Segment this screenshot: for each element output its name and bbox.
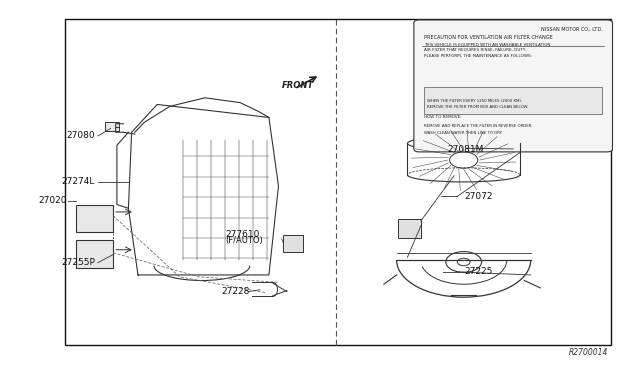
Text: AIR FILTER THAT REQUIRES RINSE, FAILURE, DUTY.: AIR FILTER THAT REQUIRES RINSE, FAILURE,… xyxy=(424,48,526,52)
Bar xyxy=(76,205,113,232)
Bar xyxy=(398,219,421,238)
Text: 27255P: 27255P xyxy=(61,258,95,267)
Text: R2700014: R2700014 xyxy=(569,347,609,356)
Text: 277610: 277610 xyxy=(225,230,260,239)
Text: 27081M: 27081M xyxy=(447,145,484,154)
Bar xyxy=(283,235,303,251)
Text: NISSAN MOTOR CO., LTD.: NISSAN MOTOR CO., LTD. xyxy=(541,27,602,32)
Text: WHEN THE FILTER EVERY 1250 MILES (2000 KM),: WHEN THE FILTER EVERY 1250 MILES (2000 K… xyxy=(427,99,522,103)
Text: FRONT: FRONT xyxy=(282,81,314,90)
Text: WASH CLEAN WATER THEN LINE TO DRY.: WASH CLEAN WATER THEN LINE TO DRY. xyxy=(424,131,502,135)
Text: 27080: 27080 xyxy=(67,131,95,141)
Text: 27228: 27228 xyxy=(221,287,250,296)
Text: REMOVE THE FILTER FROM BOX AND CLEAN BELOW.: REMOVE THE FILTER FROM BOX AND CLEAN BEL… xyxy=(427,105,528,109)
Text: 27072: 27072 xyxy=(465,192,493,201)
Text: 27274L: 27274L xyxy=(62,177,95,186)
Text: REMOVE AND REPLACE THE FILTER IN REVERSE ORDER.: REMOVE AND REPLACE THE FILTER IN REVERSE… xyxy=(424,124,532,128)
Bar xyxy=(76,240,113,268)
FancyBboxPatch shape xyxy=(414,20,612,152)
Bar xyxy=(424,87,602,114)
Bar xyxy=(105,122,119,131)
Text: HOW TO REMOVE:: HOW TO REMOVE: xyxy=(424,115,461,119)
Text: PRECAUTION FOR VENTILATION AIR FILTER CHANGE: PRECAUTION FOR VENTILATION AIR FILTER CH… xyxy=(424,35,553,39)
Text: PLEASE PERFORM, THE MAINTENANCE AS FOLLOWS:: PLEASE PERFORM, THE MAINTENANCE AS FOLLO… xyxy=(424,54,532,58)
Text: 27020: 27020 xyxy=(38,196,67,205)
Text: 27225: 27225 xyxy=(465,267,493,276)
Text: (F/AUTO): (F/AUTO) xyxy=(225,236,263,246)
Bar xyxy=(65,19,611,345)
Text: THIS VEHICLE IS EQUIPPED WITH AN WASHABLE VENTILATION: THIS VEHICLE IS EQUIPPED WITH AN WASHABL… xyxy=(424,42,550,46)
